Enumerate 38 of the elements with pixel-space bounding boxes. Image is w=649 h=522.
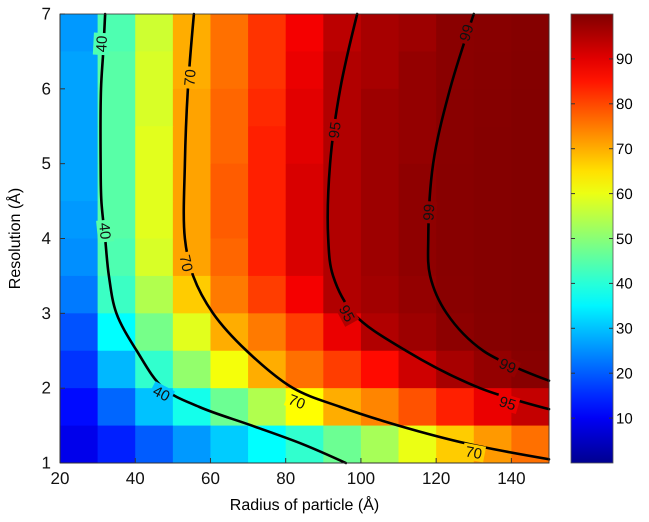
- y-tick-label: 7: [42, 4, 51, 24]
- annotation: 70: [286, 391, 308, 414]
- color-bar-label: 50: [616, 230, 633, 248]
- x-tick-label: 140: [497, 469, 526, 488]
- annotation: 99: [496, 355, 518, 378]
- annotation: 40: [150, 382, 173, 406]
- annotation: 70: [181, 68, 200, 87]
- x-tick-label: 40: [126, 469, 145, 488]
- x-tick-label: 120: [422, 469, 450, 488]
- annotation: 99: [420, 203, 438, 222]
- color-bar-label: 60: [616, 186, 633, 203]
- x-tick-label: 100: [346, 469, 376, 488]
- annotation: 95: [326, 120, 345, 140]
- y-tick-label: 4: [42, 228, 51, 248]
- y-tick-label: 3: [42, 304, 51, 323]
- y-tick-label: 6: [42, 79, 51, 98]
- annotation: 70: [176, 253, 196, 274]
- annotation: 95: [334, 302, 358, 326]
- y-axis-title: Resolution (Å): [6, 188, 24, 290]
- x-tick-label: 60: [201, 469, 220, 488]
- x-tick-label: 80: [276, 469, 296, 488]
- annotation: 40: [95, 222, 114, 240]
- color-bar-label: 70: [616, 140, 633, 158]
- x-tick-label: 20: [50, 469, 70, 488]
- x-axis-title: Radius of particle (Å): [230, 496, 380, 514]
- color-bar-label: 20: [616, 365, 633, 382]
- y-tick-label: 1: [42, 453, 51, 472]
- y-tick-label: 2: [42, 378, 51, 398]
- color-bar-label: 30: [616, 320, 633, 338]
- annotation: 70: [464, 443, 484, 464]
- annotation: 40: [93, 35, 112, 53]
- annotation: 95: [496, 393, 518, 414]
- y-tick-label: 5: [42, 154, 51, 174]
- color-bar-label: 40: [616, 276, 633, 293]
- color-bar-label: 90: [616, 51, 633, 68]
- color-bar-label: 10: [616, 410, 633, 428]
- annotation: 99: [456, 22, 478, 44]
- color-bar-label: 80: [616, 96, 633, 114]
